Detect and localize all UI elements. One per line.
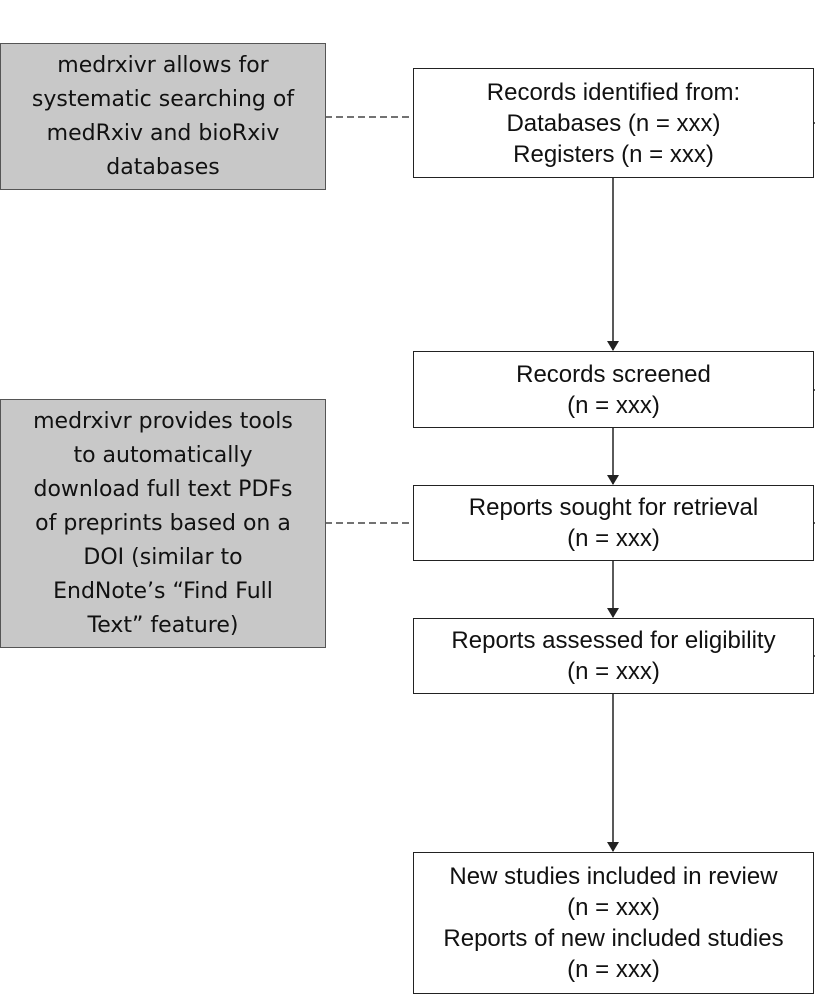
box-studies-included: New studies included in review (n = xxx)… [413, 852, 814, 994]
note-line: medrxivr allows for [57, 52, 269, 78]
box-line: Reports assessed for eligibility [451, 627, 776, 654]
box-records-identified: Records identified from: Databases (n = … [413, 68, 814, 178]
box-line: Registers (n = xxx) [513, 140, 714, 168]
box-line: Records identified from: [486, 78, 741, 106]
note-systematic-search: medrxivr allows for systematic searching… [0, 43, 326, 190]
box-line: Reports sought for retrieval [468, 494, 759, 521]
box-line: (n = xxx) [567, 525, 660, 552]
note-line: systematic searching of [31, 86, 295, 112]
box-line: Reports of new included studies [443, 925, 784, 952]
box-reports-sought: Reports sought for retrieval (n = xxx) [413, 485, 814, 561]
note-line: medRxiv and bioRxiv [46, 120, 280, 146]
note-pdf-download: medrxivr provides tools to automatically… [0, 399, 326, 648]
box-line: New studies included in review [449, 863, 778, 890]
box-reports-assessed: Reports assessed for eligibility (n = xx… [413, 618, 814, 694]
box-line: (n = xxx) [567, 658, 660, 685]
box-line: Databases (n = xxx) [506, 109, 721, 137]
note-line: DOI (similar to [83, 544, 243, 570]
note-line: of preprints based on a [35, 510, 291, 536]
box-line: (n = xxx) [567, 391, 660, 419]
note-line: EndNote’s “Find Full [53, 578, 273, 604]
note-line: Text” feature) [87, 612, 239, 638]
note-line: download full text PDFs [33, 476, 293, 502]
note-line: medrxivr provides tools [33, 408, 293, 434]
note-line: to automatically [73, 442, 253, 468]
box-line: (n = xxx) [567, 894, 660, 921]
box-records-screened: Records screened (n = xxx) [413, 351, 814, 428]
box-line: (n = xxx) [567, 956, 660, 983]
box-line: Records screened [516, 360, 711, 388]
note-line: databases [106, 154, 220, 180]
